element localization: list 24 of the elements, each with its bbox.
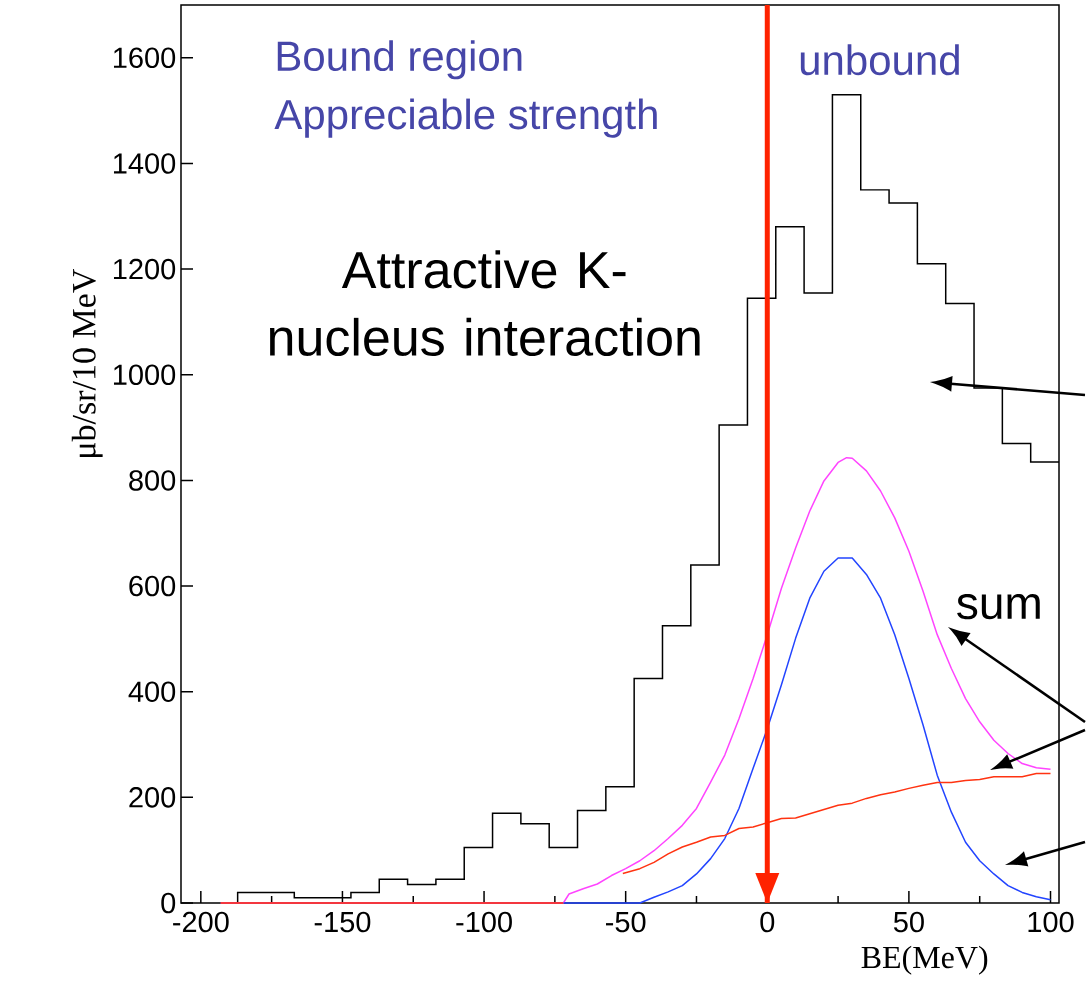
x-tick-label: -100 bbox=[456, 911, 512, 933]
annotation: Bound region bbox=[277, 40, 522, 80]
annotation: Appreciable strength bbox=[274, 98, 657, 138]
x-tick-label: -50 bbox=[606, 911, 646, 933]
y-tick-label: 1600 bbox=[113, 47, 176, 69]
y-tick-label: 1000 bbox=[113, 364, 176, 386]
x-axis-title: BE(MeV) bbox=[861, 945, 988, 975]
y-axis-title: μb/sr/10 MeV bbox=[71, 269, 103, 457]
x-tick-label: 100 bbox=[1028, 911, 1074, 933]
y-tick-label: 600 bbox=[129, 575, 176, 597]
x-tick-label: 0 bbox=[760, 911, 775, 933]
x-tick-label: -200 bbox=[173, 911, 229, 933]
y-tick-label: 400 bbox=[128, 681, 176, 702]
x-tick-label: -150 bbox=[314, 911, 371, 933]
y-tick-label: 0 bbox=[161, 892, 176, 914]
y-tick-label: 800 bbox=[129, 470, 176, 491]
y-tick-label: 200 bbox=[129, 787, 176, 808]
annotation: Attractive K-nucleus interaction bbox=[269, 250, 700, 357]
annotation: unbound bbox=[800, 44, 959, 76]
y-tick-label: 1200 bbox=[113, 258, 176, 280]
line-series bbox=[562, 557, 1052, 904]
annotation: sum bbox=[957, 594, 1040, 620]
x-tick-label: 50 bbox=[893, 911, 924, 933]
y-tick-label: 1400 bbox=[113, 153, 176, 174]
